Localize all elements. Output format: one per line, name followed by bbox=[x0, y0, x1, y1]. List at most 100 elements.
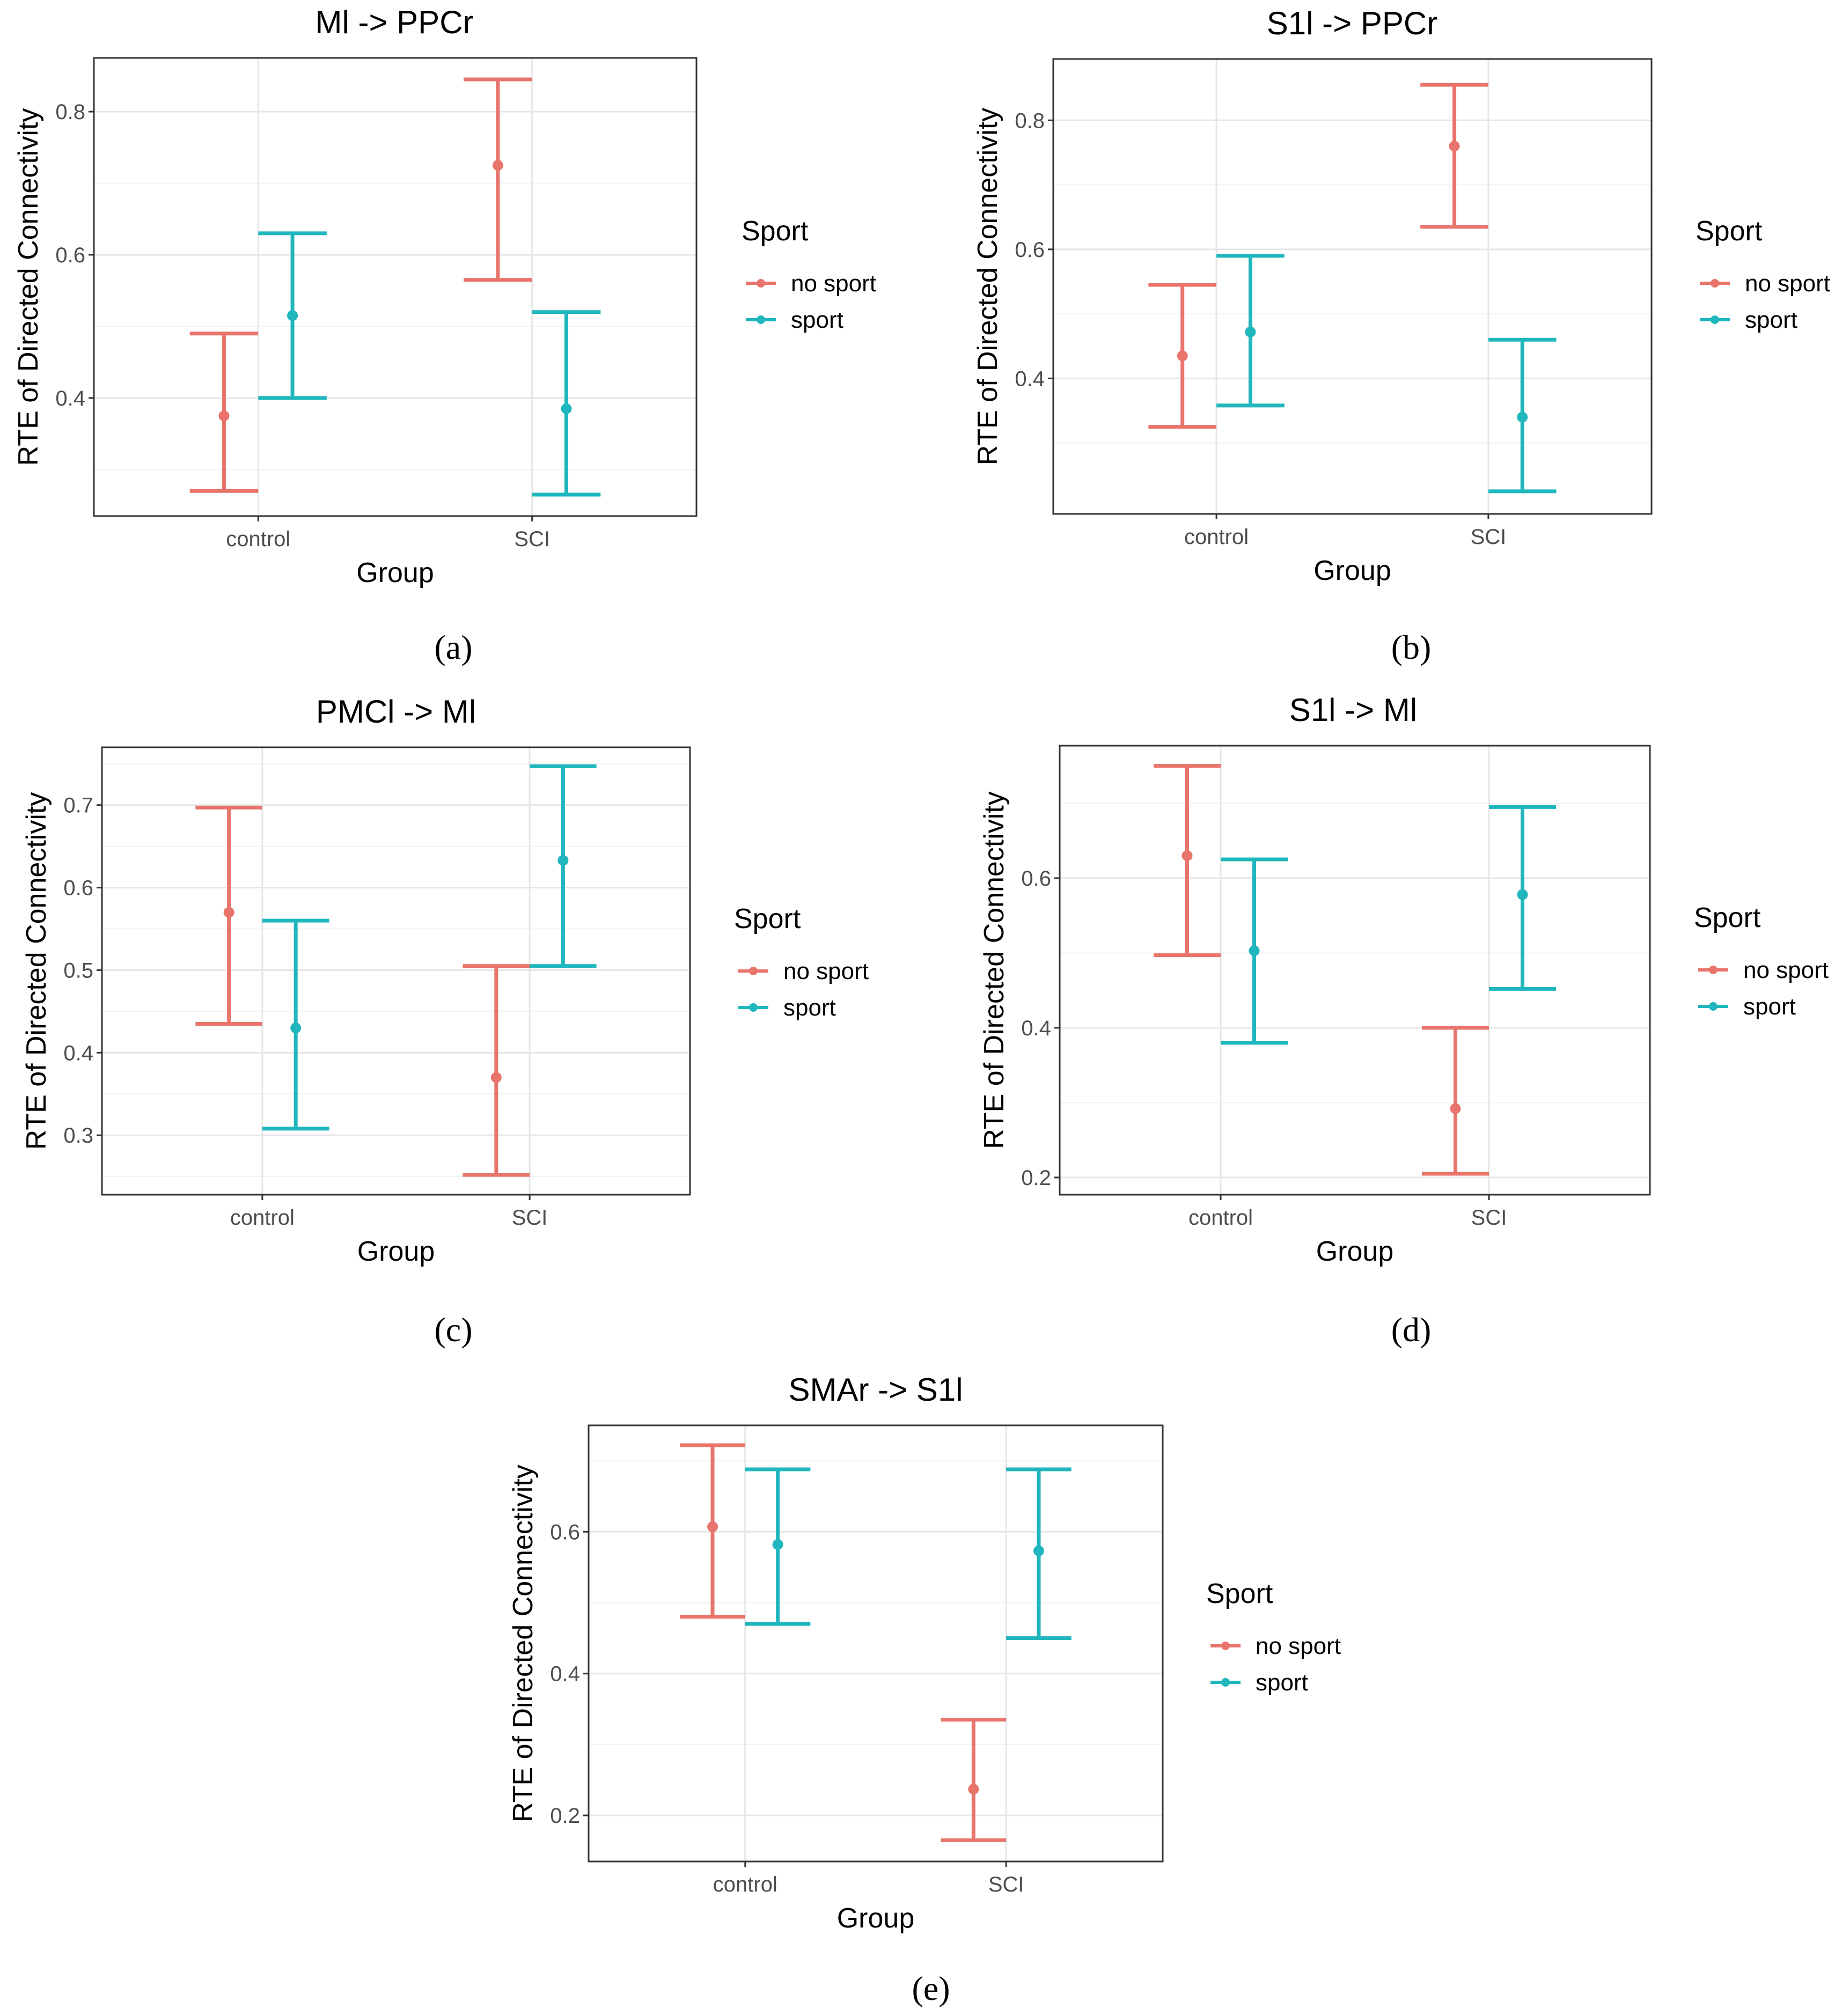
y-axis-label: RTE of Directed Connectivity bbox=[972, 108, 1003, 466]
x-tick-label-control: control bbox=[1188, 1206, 1253, 1230]
y-tick-label: 0.7 bbox=[63, 794, 93, 818]
legend-label-sport: sport bbox=[791, 307, 843, 333]
x-tick-label-sci: SCI bbox=[1471, 525, 1507, 549]
errorbar-no-sport-sci bbox=[463, 964, 530, 1177]
legend-label-no-sport: no sport bbox=[1745, 270, 1830, 297]
legend-key-point bbox=[749, 1003, 758, 1012]
gridlines bbox=[102, 747, 690, 1195]
y-tick-label: 0.6 bbox=[55, 244, 85, 267]
legend-item-sport: sport bbox=[1210, 1669, 1308, 1696]
plot-area bbox=[1060, 746, 1650, 1195]
legend-label-no-sport: no sport bbox=[791, 270, 876, 297]
y-tick-label: 0.6 bbox=[63, 877, 93, 900]
y-tick-label: 0.2 bbox=[1021, 1166, 1051, 1190]
legend-item-sport: sport bbox=[1698, 994, 1796, 1020]
legend-key-point bbox=[1221, 1678, 1230, 1687]
mean-point bbox=[1517, 889, 1528, 900]
gridlines bbox=[1060, 746, 1650, 1195]
panel-caption: (e) bbox=[912, 1969, 950, 2007]
mean-point bbox=[290, 1022, 302, 1034]
mean-point bbox=[1517, 411, 1528, 423]
plot-area bbox=[94, 58, 696, 516]
mean-point bbox=[561, 403, 572, 414]
legend-key-point bbox=[1711, 279, 1719, 288]
errorbar-no-sport-control bbox=[1154, 764, 1221, 958]
errorbar-no-sport-sci bbox=[1422, 1026, 1489, 1176]
x-tick-label-sci: SCI bbox=[512, 1206, 548, 1230]
y-ticks: 0.2 0.4 0.6 bbox=[1021, 867, 1490, 1200]
legend: Sport no sport sport bbox=[1696, 216, 1830, 333]
plot-area bbox=[102, 747, 690, 1195]
legend-label-sport: sport bbox=[1743, 994, 1796, 1020]
legend-label-no-sport: no sport bbox=[783, 958, 869, 984]
error-bars bbox=[680, 1443, 1072, 1842]
error-bars bbox=[1154, 764, 1556, 1176]
y-tick-label: 0.6 bbox=[1015, 238, 1045, 262]
chart-title: S1l -> PPCr bbox=[1267, 5, 1437, 41]
chart-title: PMCl -> Ml bbox=[316, 694, 476, 730]
y-ticks: 0.4 0.6 0.8 bbox=[1015, 109, 1489, 519]
panel-caption: (b) bbox=[1391, 628, 1432, 666]
legend-key-point bbox=[757, 315, 765, 324]
legend: Sport no sport sport bbox=[734, 903, 869, 1021]
errorbar-no-sport-control bbox=[1148, 283, 1217, 429]
panel-caption: (d) bbox=[1391, 1311, 1432, 1349]
x-tick-label-sci: SCI bbox=[988, 1873, 1024, 1896]
mean-point bbox=[707, 1521, 718, 1533]
errorbar-sport-control bbox=[258, 231, 327, 400]
y-tick-label: 0.4 bbox=[550, 1662, 580, 1686]
mean-point bbox=[1245, 326, 1256, 337]
legend-title: Sport bbox=[734, 903, 801, 935]
mean-point bbox=[1177, 350, 1188, 362]
chart-title: S1l -> Ml bbox=[1289, 692, 1417, 728]
x-axis-label: Group bbox=[1316, 1236, 1394, 1267]
mean-point bbox=[492, 160, 503, 171]
legend-item-no-sport: no sport bbox=[738, 958, 869, 984]
legend: Sport no sport sport bbox=[1694, 902, 1829, 1020]
errorbar-sport-control bbox=[1216, 254, 1285, 408]
plot-border bbox=[1052, 58, 1653, 515]
y-tick-label: 0.3 bbox=[63, 1124, 93, 1147]
legend-label-no-sport: no sport bbox=[1256, 1633, 1341, 1659]
x-axis-label: Group bbox=[1313, 555, 1391, 586]
legend: Sport no sport sport bbox=[1206, 1578, 1341, 1696]
legend-title: Sport bbox=[1696, 216, 1763, 247]
y-tick-label: 0.6 bbox=[1021, 867, 1051, 891]
x-tick-label-control: control bbox=[230, 1206, 295, 1230]
mean-point bbox=[772, 1539, 783, 1550]
legend-title: Sport bbox=[1694, 902, 1761, 933]
errorbar-sport-sci bbox=[1488, 337, 1557, 494]
legend-label-sport: sport bbox=[1745, 307, 1797, 333]
legend-item-no-sport: no sport bbox=[1698, 957, 1829, 983]
x-tick-label-control: control bbox=[226, 527, 290, 551]
mean-point bbox=[1033, 1545, 1044, 1556]
y-axis-label: RTE of Directed Connectivity bbox=[13, 108, 44, 466]
mean-point bbox=[1450, 1103, 1461, 1114]
x-tick-label-sci: SCI bbox=[514, 527, 550, 551]
chart-panel-a: 0.4 0.6 0.8 Ml -> PPCr Group RTE of Direct… bbox=[13, 4, 876, 666]
y-ticks: 0.3 0.4 0.5 0.6 0.7 bbox=[63, 794, 531, 1200]
legend-key-point bbox=[1709, 966, 1718, 974]
error-bars bbox=[189, 77, 601, 497]
chart-title: SMAr -> S1l bbox=[788, 1372, 963, 1408]
chart-panel-e: 0.2 0.4 0.6 SMAr -> S1l Group RTE of Direc… bbox=[508, 1372, 1341, 2007]
y-axis-label: RTE of Directed Connectivity bbox=[508, 1465, 539, 1822]
legend-item-sport: sport bbox=[1700, 307, 1797, 333]
legend-title: Sport bbox=[742, 216, 809, 247]
legend-item-no-sport: no sport bbox=[1700, 270, 1830, 297]
errorbar-no-sport-control bbox=[680, 1443, 745, 1619]
mean-point bbox=[1249, 945, 1260, 957]
legend-label-sport: sport bbox=[1256, 1669, 1308, 1696]
panel-caption: (a) bbox=[434, 628, 472, 666]
chart-title: Ml -> PPCr bbox=[315, 4, 473, 40]
errorbar-no-sport-control bbox=[195, 805, 262, 1026]
gridlines bbox=[589, 1425, 1163, 1862]
errorbar-no-sport-sci bbox=[941, 1718, 1007, 1842]
gridlines bbox=[94, 58, 696, 516]
y-tick-label: 0.4 bbox=[63, 1041, 93, 1065]
error-bars bbox=[1148, 83, 1557, 494]
mean-point bbox=[287, 310, 298, 321]
legend-item-sport: sport bbox=[746, 307, 843, 333]
errorbar-sport-sci bbox=[1006, 1467, 1072, 1640]
chart-panel-d: 0.2 0.4 0.6 S1l -> Ml Group RTE of Directe… bbox=[979, 692, 1829, 1349]
